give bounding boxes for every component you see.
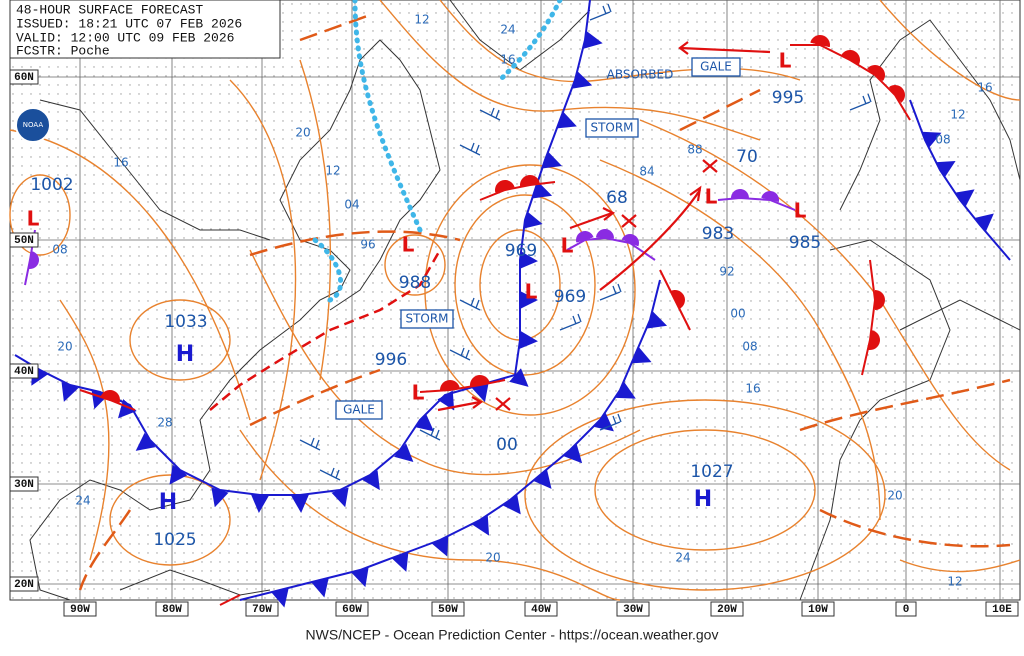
low-symbol: L bbox=[27, 207, 40, 231]
pressure: 988 bbox=[399, 273, 431, 293]
lat-label: 60N bbox=[14, 72, 34, 84]
isobar-label: 24 bbox=[675, 551, 690, 565]
low-symbol: L bbox=[779, 49, 792, 73]
high-symbol: H bbox=[694, 487, 712, 512]
pressure: 969 bbox=[554, 287, 586, 307]
warning: GALE bbox=[700, 60, 732, 74]
pressure: 1027 bbox=[690, 462, 733, 482]
header: 48-HOUR SURFACE FORECAST ISSUED: 18:21 U… bbox=[9, 0, 281, 59]
warning: STORM bbox=[405, 312, 448, 326]
isobar-label: 92 bbox=[719, 265, 734, 279]
lon-label: 80W bbox=[162, 604, 182, 616]
low-symbol: L bbox=[794, 199, 807, 223]
low-symbol: L bbox=[525, 280, 538, 304]
low-symbol: L bbox=[402, 233, 415, 257]
isobar-label: 00 bbox=[730, 307, 745, 321]
fronts bbox=[14, 0, 1011, 608]
isobar-label: 08 bbox=[52, 243, 67, 257]
isobar-label: 04 bbox=[344, 198, 359, 212]
isobar-label: 12 bbox=[414, 13, 429, 27]
isobar-label: 88 bbox=[687, 143, 702, 157]
isobar-labels: 12 24 16 20 16 12 04 96 08 20 28 24 84 8… bbox=[52, 13, 992, 589]
header-line: ISSUED: 18:21 UTC 07 FEB 2026 bbox=[16, 16, 242, 31]
pressures: 1002 1033 1025 1027 988 969 969 983 985 … bbox=[30, 88, 821, 550]
pressure: 1002 bbox=[30, 175, 73, 195]
header-line: VALID: 12:00 UTC 09 FEB 2026 bbox=[16, 30, 234, 45]
lon-label: 90W bbox=[70, 604, 90, 616]
isobar-label: 24 bbox=[500, 23, 515, 37]
low-symbol: L bbox=[561, 234, 574, 258]
isobar-label: 16 bbox=[977, 81, 992, 95]
low-symbol: L bbox=[705, 185, 718, 209]
lon-label: 40W bbox=[531, 604, 551, 616]
warnings: ABSORBED GALE STORM STORM GALE bbox=[335, 57, 741, 420]
pressure: 68 bbox=[606, 188, 628, 208]
lon-label: 10W bbox=[808, 604, 828, 616]
latitude-labels: 60N 50N 40N 30N 20N bbox=[9, 69, 39, 592]
isobar-label: 20 bbox=[295, 126, 310, 140]
isobar-label: 96 bbox=[360, 238, 375, 252]
pressure: 985 bbox=[789, 233, 821, 253]
isobar-label: 28 bbox=[157, 416, 172, 430]
wind-barbs bbox=[299, 3, 872, 481]
systems: L H H H L L L L L L L bbox=[27, 49, 807, 516]
pressure: 1033 bbox=[164, 312, 207, 332]
lon-label: 60W bbox=[342, 604, 362, 616]
tracks bbox=[437, 41, 771, 412]
pressure: 995 bbox=[772, 88, 804, 108]
isobar-label: 16 bbox=[113, 156, 128, 170]
isobar-label: 20 bbox=[485, 551, 500, 565]
header-line: FCSTR: Poche bbox=[16, 43, 110, 58]
pressure: 70 bbox=[736, 147, 758, 167]
lon-label: 0 bbox=[903, 604, 910, 616]
lon-label: 70W bbox=[252, 604, 272, 616]
footer: NWS/NCEP - Ocean Prediction Center - htt… bbox=[306, 627, 719, 643]
logo: NOAA bbox=[15, 107, 51, 143]
lon-label: 50W bbox=[438, 604, 458, 616]
pressure: 1025 bbox=[153, 530, 196, 550]
isobar-label: 20 bbox=[57, 340, 72, 354]
lat-label: 30N bbox=[14, 479, 34, 491]
isobar-label: 12 bbox=[947, 575, 962, 589]
pressure: 00 bbox=[496, 435, 518, 455]
isobar-label: 12 bbox=[950, 108, 965, 122]
isobar-label: 24 bbox=[75, 494, 90, 508]
lat-label: 50N bbox=[14, 235, 34, 247]
pressure: 996 bbox=[375, 350, 407, 370]
logo-text: NOAA bbox=[23, 121, 44, 129]
isobar-label: 16 bbox=[500, 53, 515, 67]
isobar-label: 20 bbox=[887, 489, 902, 503]
lon-label: 30W bbox=[623, 604, 643, 616]
high-symbol: H bbox=[176, 342, 194, 367]
high-symbol: H bbox=[159, 490, 177, 515]
lon-label: 10E bbox=[992, 604, 1012, 616]
isobar-label: 84 bbox=[639, 165, 654, 179]
lon-label: 20W bbox=[717, 604, 737, 616]
warning: STORM bbox=[590, 121, 633, 135]
pressure: 969 bbox=[505, 241, 537, 261]
low-symbol: L bbox=[412, 381, 425, 405]
lat-label: 20N bbox=[14, 579, 34, 591]
lat-label: 40N bbox=[14, 366, 34, 378]
isobar-label: 16 bbox=[745, 382, 760, 396]
isobar-label: 08 bbox=[742, 340, 757, 354]
pressure: 983 bbox=[702, 224, 734, 244]
isobar-label: 12 bbox=[325, 164, 340, 178]
isobar-label: 08 bbox=[935, 133, 950, 147]
warning: ABSORBED bbox=[607, 68, 674, 82]
header-line: 48-HOUR SURFACE FORECAST bbox=[16, 2, 203, 17]
longitude-labels: 90W 80W 70W 60W 50W 40W 30W 20W 10W 0 10… bbox=[63, 601, 1019, 617]
warning: GALE bbox=[343, 403, 375, 417]
